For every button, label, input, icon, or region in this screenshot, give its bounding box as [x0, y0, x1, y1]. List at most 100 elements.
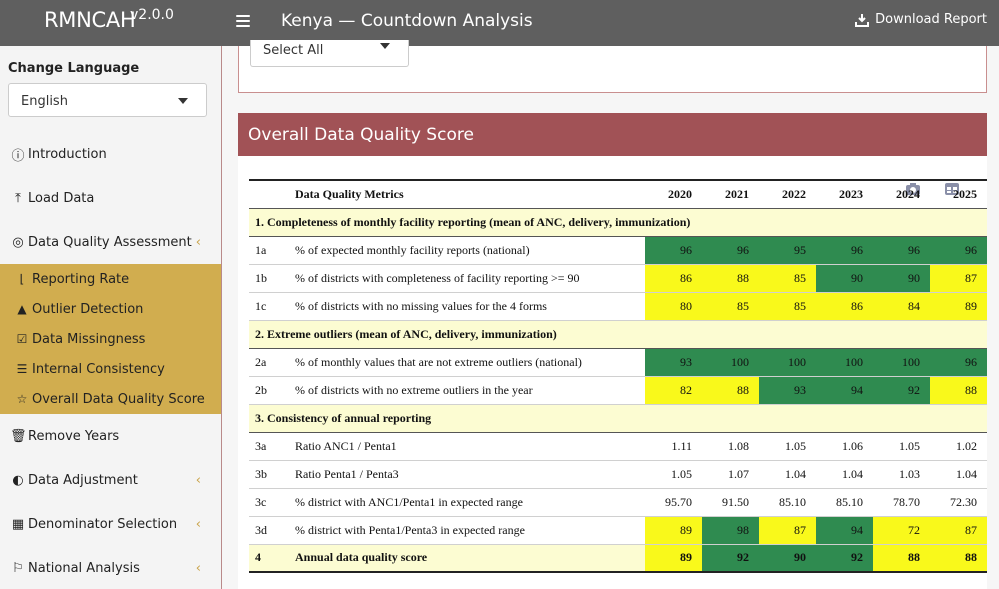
- sidebar-item-national-analysis[interactable]: ⚐ National Analysis ‹: [0, 553, 221, 583]
- value-cell: 85: [759, 264, 816, 293]
- value-cell: 88: [702, 376, 759, 405]
- table-row: 1c% of districts with no missing values …: [249, 292, 987, 321]
- value-cell: 95.70: [645, 488, 702, 517]
- value-cell: 96: [930, 236, 987, 265]
- sidebar-subitem-reporting-rate[interactable]: ⌊ Reporting Rate: [0, 264, 221, 294]
- sidebar-item-data-quality-assessment[interactable]: ◎ Data Quality Assessment ‹: [0, 227, 221, 257]
- table-row: 1b% of districts with completeness of fa…: [249, 264, 987, 293]
- row-metric: % of districts with no extreme outliers …: [289, 376, 645, 405]
- chevron-left-icon: ‹: [195, 235, 201, 250]
- value-cell: 1.11: [645, 432, 702, 461]
- brand-name: RMNCAH: [44, 8, 136, 32]
- row-code: 1a: [249, 236, 289, 265]
- sidebar-subitem-label: Overall Data Quality Score: [32, 391, 205, 407]
- data-quality-table: Data Quality Metrics 2020 2021 2022 2023…: [249, 179, 987, 573]
- filter-box: Select All: [238, 40, 987, 93]
- chevron-down-icon: [178, 98, 188, 104]
- table-row: 3c% district with ANC1/Penta1 in expecte…: [249, 488, 987, 517]
- row-metric: Annual data quality score: [289, 544, 645, 573]
- submenu-data-quality: ⌊ Reporting Rate ▲ Outlier Detection ☑ D…: [0, 264, 221, 414]
- value-cell: 87: [930, 516, 987, 545]
- sidebar-subitem-internal-consistency[interactable]: ☰ Internal Consistency: [0, 354, 221, 384]
- year-header: 2020: [645, 179, 702, 209]
- flag-icon: ⚐: [12, 560, 24, 576]
- sidebar-item-label: Denominator Selection: [28, 516, 178, 532]
- value-cell: 1.04: [759, 460, 816, 489]
- code-header: [249, 179, 289, 209]
- warning-icon: ▲: [17, 302, 27, 316]
- sidebar-subitem-label: Reporting Rate: [32, 271, 130, 287]
- sidebar-item-introduction[interactable]: ⓘ Introduction: [0, 139, 221, 169]
- table-row: 3b Ratio Penta1 / Penta3 1.05 1.07 1.04 1.04 1…: [249, 460, 987, 489]
- table-row: 3a Ratio ANC1 / Penta1 1.11 1.08 1.05 1.06 1.0…: [249, 432, 987, 461]
- value-cell: 1.06: [816, 432, 873, 461]
- download-icon: [855, 13, 870, 27]
- year-select-value: Select All: [263, 43, 324, 58]
- value-cell: 96: [816, 236, 873, 265]
- download-report-button[interactable]: Download Report: [855, 12, 987, 27]
- sidebar-item-data-adjustment[interactable]: ◐ Data Adjustment ‹: [0, 465, 221, 495]
- value-cell: 1.04: [930, 460, 987, 489]
- upload-icon: ⤒: [15, 190, 21, 206]
- value-cell: 90: [816, 264, 873, 293]
- sidebar-item-load-data[interactable]: ⤒ Load Data: [0, 183, 221, 213]
- section-row: 2. Extreme outliers (mean of ANC, delive…: [249, 320, 987, 349]
- year-header: 2025: [930, 179, 987, 209]
- year-header: 2023: [816, 179, 873, 209]
- row-metric: Ratio Penta1 / Penta3: [289, 460, 645, 489]
- check-circle-icon: ◎: [12, 234, 24, 250]
- language-select[interactable]: English: [8, 83, 207, 117]
- value-cell: 89: [645, 516, 702, 545]
- sidebar-item-remove-years[interactable]: 🗑 Remove Years: [0, 421, 221, 451]
- value-cell: 96: [645, 236, 702, 265]
- value-cell: 78.70: [873, 488, 930, 517]
- value-cell: 1.02: [930, 432, 987, 461]
- value-cell: 90: [759, 544, 816, 573]
- year-header: 2024: [873, 179, 930, 209]
- value-cell: 94: [816, 516, 873, 545]
- value-cell: 100: [759, 348, 816, 377]
- row-code: 4: [249, 544, 289, 573]
- row-metric: % of expected monthly facility reports (…: [289, 236, 645, 265]
- value-cell: 98: [702, 516, 759, 545]
- value-cell: 86: [816, 292, 873, 321]
- section-title: 2. Extreme outliers (mean of ANC, delive…: [249, 320, 987, 349]
- value-cell: 72.30: [930, 488, 987, 517]
- value-cell: 1.08: [702, 432, 759, 461]
- section-row: 3. Consistency of annual reporting: [249, 404, 987, 433]
- value-cell: 93: [759, 376, 816, 405]
- value-cell: 100: [873, 348, 930, 377]
- brand: RMNCAH v2.0.0: [0, 0, 222, 46]
- value-cell: 88: [930, 376, 987, 405]
- year-header: 2021: [702, 179, 759, 209]
- value-cell: 92: [816, 544, 873, 573]
- value-cell: 87: [759, 516, 816, 545]
- sidebar-item-denominator-selection[interactable]: ▦ Denominator Selection ‹: [0, 509, 221, 539]
- value-cell: 100: [702, 348, 759, 377]
- year-select[interactable]: Select All: [250, 40, 409, 67]
- sidebar-subitem-label: Outlier Detection: [32, 301, 144, 317]
- value-cell: 95: [759, 236, 816, 265]
- value-cell: 94: [816, 376, 873, 405]
- value-cell: 100: [816, 348, 873, 377]
- value-cell: 89: [645, 544, 702, 573]
- sidebar-toggle-icon[interactable]: [236, 15, 250, 27]
- section-title: 3. Consistency of annual reporting: [249, 404, 987, 433]
- row-code: 2b: [249, 376, 289, 405]
- metric-header: Data Quality Metrics: [289, 179, 645, 209]
- row-metric: Ratio ANC1 / Penta1: [289, 432, 645, 461]
- value-cell: 89: [930, 292, 987, 321]
- page-title: Kenya — Countdown Analysis: [281, 11, 533, 31]
- sidebar-subitem-data-missingness[interactable]: ☑ Data Missingness: [0, 324, 221, 354]
- row-code: 1b: [249, 264, 289, 293]
- chart-line-icon: ⌊: [19, 272, 25, 286]
- row-metric: % of districts with no missing values fo…: [289, 292, 645, 321]
- sidebar-subitem-outlier-detection[interactable]: ▲ Outlier Detection: [0, 294, 221, 324]
- row-metric: % of districts with completeness of faci…: [289, 264, 645, 293]
- list-check-icon: ☰: [16, 362, 28, 376]
- sidebar-item-label: Data Adjustment: [28, 472, 138, 488]
- chevron-left-icon: ‹: [195, 561, 201, 576]
- value-cell: 1.07: [702, 460, 759, 489]
- sidebar-subitem-label: Internal Consistency: [32, 361, 165, 377]
- sidebar-subitem-overall-data-quality-score[interactable]: ☆ Overall Data Quality Score: [0, 384, 221, 414]
